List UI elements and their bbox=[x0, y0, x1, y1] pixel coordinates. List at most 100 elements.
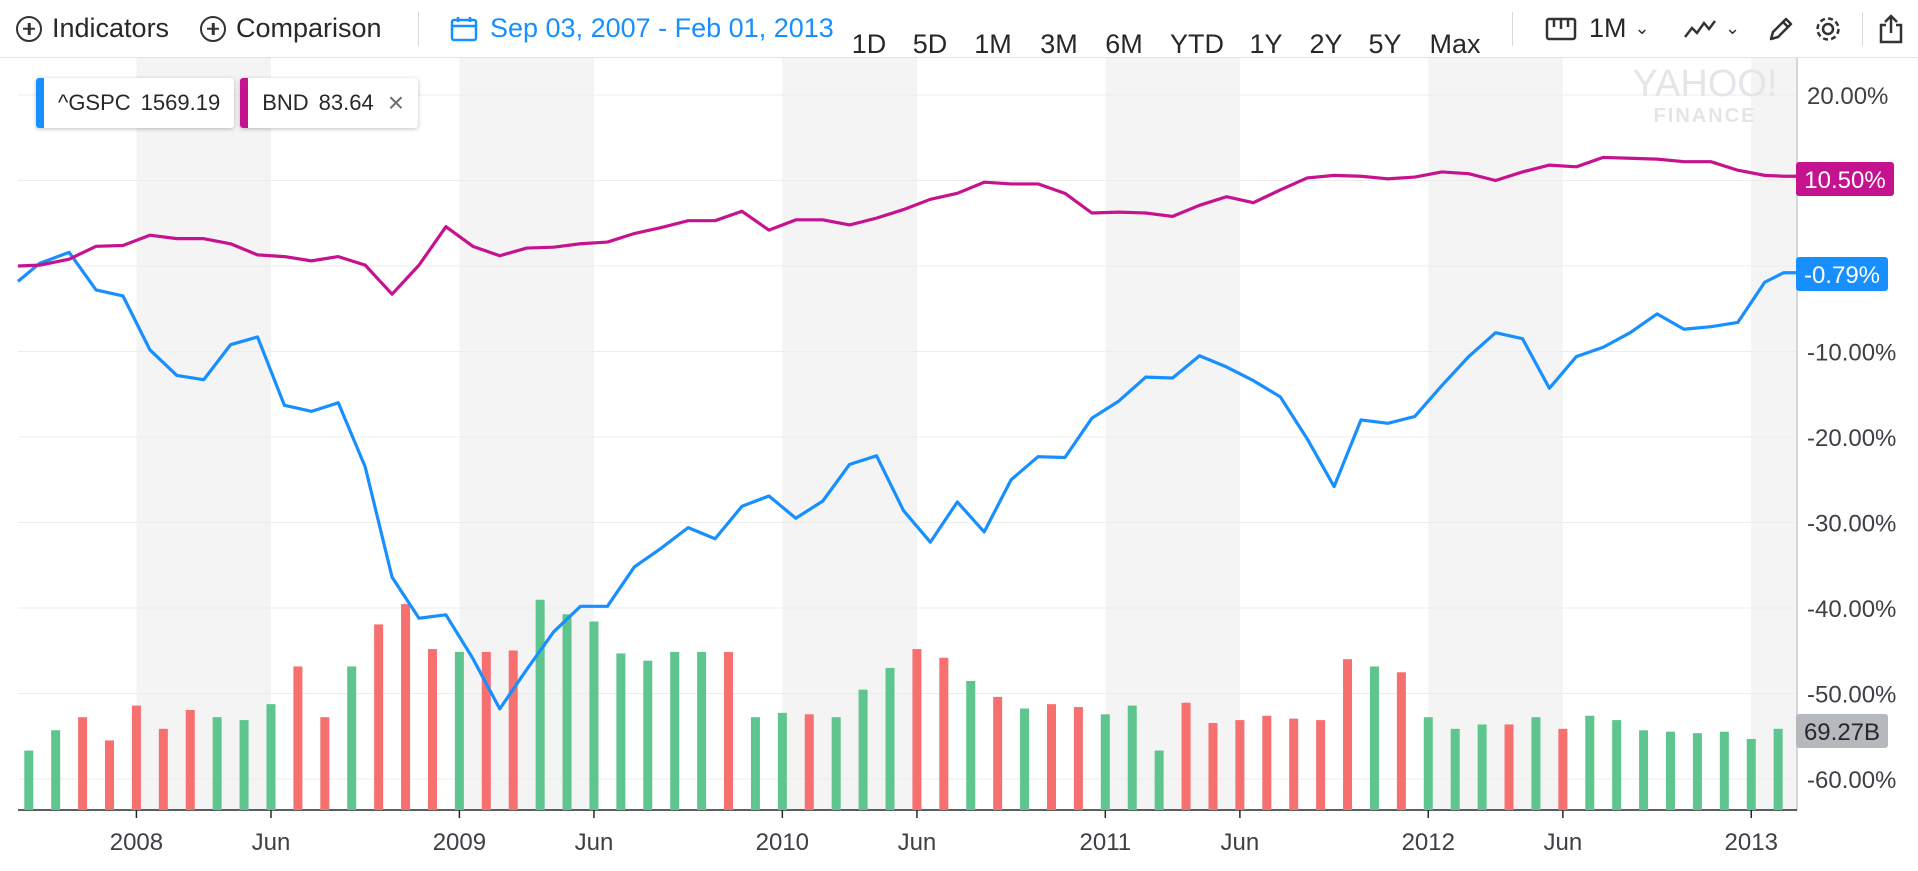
volume-bar bbox=[508, 650, 518, 810]
volume-bar bbox=[1289, 718, 1299, 810]
volume-bar bbox=[993, 696, 1003, 810]
volume-bar bbox=[885, 667, 895, 810]
toolbar-divider bbox=[418, 12, 419, 46]
volume-bar bbox=[1127, 705, 1137, 810]
volume-bar bbox=[1100, 714, 1110, 810]
volume-bar bbox=[481, 651, 491, 810]
range-button-max[interactable]: Max bbox=[1429, 28, 1481, 59]
legend-item-gspc[interactable]: ^GSPC 1569.19 bbox=[36, 78, 235, 128]
y-tick-label: -20.00% bbox=[1807, 425, 1896, 452]
volume-bar bbox=[724, 651, 734, 810]
range-button-1m[interactable]: 1M bbox=[974, 28, 1012, 59]
x-tick-label: Jun bbox=[1221, 829, 1260, 856]
legend-value: 1569.19 bbox=[140, 90, 221, 115]
volume-bar bbox=[427, 649, 437, 810]
x-tick-label: 2010 bbox=[756, 829, 809, 856]
volume-bar bbox=[750, 717, 760, 810]
gear-icon bbox=[1816, 16, 1840, 41]
chart-type-select[interactable]: ⌄ bbox=[1683, 17, 1740, 41]
volume-bar bbox=[1477, 724, 1487, 810]
y-tick-label: -10.00% bbox=[1807, 340, 1896, 367]
range-button-1d[interactable]: 1D bbox=[851, 28, 887, 59]
volume-bar bbox=[1746, 738, 1756, 810]
volume-bar bbox=[535, 599, 545, 810]
period-band bbox=[136, 58, 271, 810]
volume-bar bbox=[939, 657, 949, 810]
volume-bar bbox=[1046, 704, 1056, 810]
volume-bar bbox=[643, 660, 653, 810]
gspc-value-badge-bg bbox=[1796, 257, 1888, 291]
chart-toolbar: Indicators Comparison Sep 03, 2007 - Feb… bbox=[0, 0, 1918, 59]
volume-bar bbox=[1073, 707, 1083, 810]
volume-bar bbox=[616, 653, 626, 810]
volume-bar bbox=[1773, 728, 1783, 810]
range-button-1y[interactable]: 1Y bbox=[1249, 28, 1283, 59]
comparison-label: Comparison bbox=[236, 13, 382, 43]
volume-bar bbox=[1504, 724, 1514, 810]
comparison-button[interactable]: Comparison bbox=[200, 13, 382, 44]
volume-bar bbox=[1719, 731, 1729, 810]
x-tick-label: Jun bbox=[1543, 829, 1582, 856]
legend-symbol: BND bbox=[262, 90, 309, 115]
range-button-6m[interactable]: 6M bbox=[1105, 28, 1143, 59]
volume-bar bbox=[1531, 717, 1541, 810]
volume-bar bbox=[670, 651, 680, 810]
range-button-2y[interactable]: 2Y bbox=[1309, 28, 1343, 59]
volume-bar bbox=[804, 714, 814, 810]
period-band bbox=[1751, 58, 1797, 810]
settings-button[interactable] bbox=[1813, 14, 1843, 44]
range-button-5y[interactable]: 5Y bbox=[1368, 28, 1402, 59]
volume-bar bbox=[1423, 717, 1433, 810]
range-button-3m[interactable]: 3M bbox=[1040, 28, 1078, 59]
x-tick-label: 2011 bbox=[1080, 829, 1132, 856]
volume-bar bbox=[562, 614, 572, 810]
period-band bbox=[1428, 58, 1563, 810]
ruler-icon bbox=[1545, 17, 1577, 40]
volume-bar bbox=[1396, 672, 1406, 810]
chart-area[interactable]: 20.00%10.00%0.00%-10.00%-20.00%-30.00%-4… bbox=[0, 58, 1918, 866]
volume-bar bbox=[401, 604, 411, 810]
volume-bar bbox=[158, 728, 168, 810]
volume-bar bbox=[51, 730, 61, 810]
volume-bar bbox=[454, 651, 464, 810]
range-button-5d[interactable]: 5D bbox=[912, 28, 948, 59]
volume-bar bbox=[1450, 728, 1460, 810]
volume-bar bbox=[1692, 733, 1702, 810]
y-tick-label: -40.00% bbox=[1807, 596, 1896, 623]
yahoo-finance-logo: YAHOO! bbox=[1633, 63, 1778, 105]
volume-bar bbox=[131, 705, 141, 810]
interval-select[interactable]: 1M ⌄ bbox=[1545, 13, 1650, 44]
volume-bar bbox=[1369, 666, 1379, 810]
date-range-button[interactable]: Sep 03, 2007 - Feb 01, 2013 bbox=[450, 13, 834, 44]
gspc-value-badge: -0.79% bbox=[1804, 262, 1880, 289]
comparison-chart[interactable]: 20.00%10.00%0.00%-10.00%-20.00%-30.00%-4… bbox=[0, 58, 1918, 866]
volume-value-badge: 69.27B bbox=[1804, 719, 1880, 746]
series-color-swatch bbox=[240, 78, 249, 128]
series-color-swatch bbox=[36, 78, 44, 128]
pencil-icon bbox=[1769, 17, 1793, 40]
x-tick-label: Jun bbox=[252, 829, 291, 856]
volume-bar bbox=[1020, 708, 1030, 810]
volume-bar bbox=[1316, 720, 1326, 810]
close-icon[interactable]: × bbox=[387, 87, 405, 118]
legend-item-bnd[interactable]: BND 83.64 × bbox=[240, 78, 419, 128]
volume-bar bbox=[320, 717, 330, 810]
volume-bar bbox=[1639, 730, 1649, 810]
share-icon bbox=[1879, 13, 1903, 43]
volume-bar bbox=[185, 709, 195, 810]
share-button[interactable] bbox=[1877, 13, 1905, 45]
x-tick-label: Jun bbox=[898, 829, 937, 856]
volume-bar bbox=[1612, 720, 1622, 810]
volume-bar bbox=[912, 649, 922, 810]
volume-bar bbox=[858, 689, 868, 810]
volume-bar bbox=[374, 624, 384, 810]
series-line-bnd[interactable] bbox=[17, 155, 1797, 296]
volume-bar bbox=[1262, 715, 1272, 810]
volume-bar bbox=[831, 717, 841, 810]
draw-button[interactable] bbox=[1766, 14, 1796, 44]
indicators-button[interactable]: Indicators bbox=[16, 13, 169, 44]
series-line-gspc[interactable] bbox=[16, 250, 1797, 711]
date-range-label: Sep 03, 2007 - Feb 01, 2013 bbox=[490, 13, 834, 43]
line-chart-icon bbox=[1684, 19, 1716, 38]
range-button-ytd[interactable]: YTD bbox=[1170, 28, 1224, 59]
